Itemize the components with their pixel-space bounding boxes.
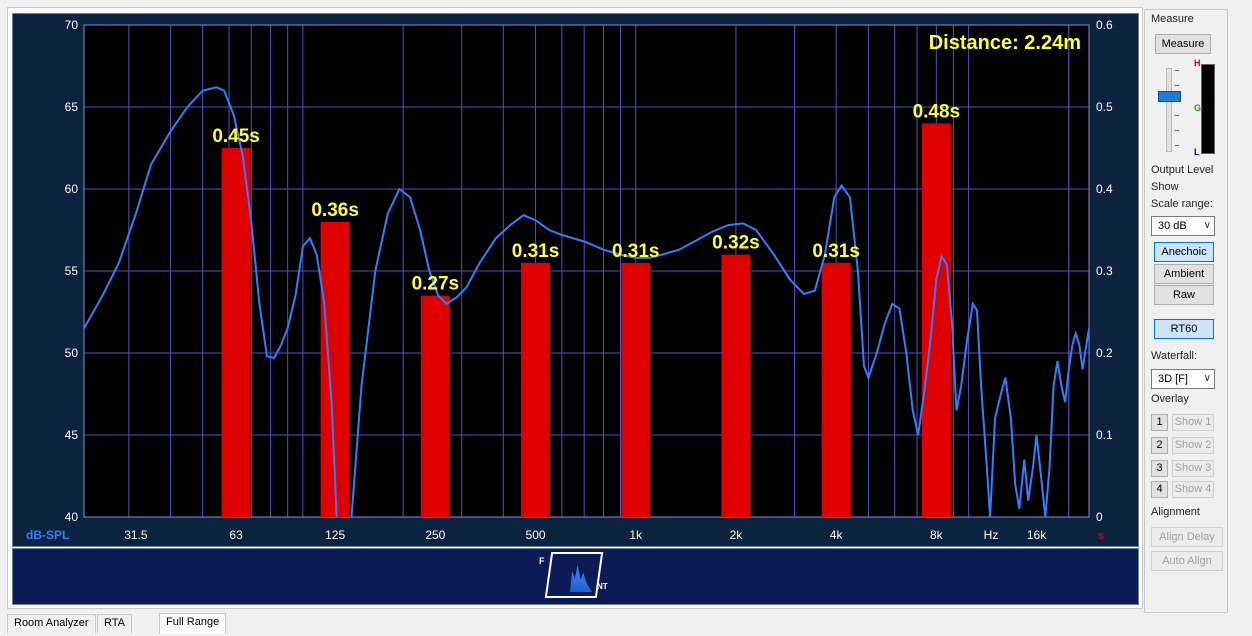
waterfall-label: Waterfall: [1151, 350, 1198, 362]
left-axis-tick-label: 70 [65, 18, 79, 32]
alignment-group-title: Alignment [1151, 506, 1200, 518]
meter-label-high: H [1194, 58, 1201, 68]
right-axis-tick-label: 0.3 [1096, 264, 1113, 278]
rt60-bar-label: 0.31s [812, 241, 860, 262]
raw-button[interactable]: Raw [1154, 285, 1214, 305]
slider-tick [1175, 115, 1179, 116]
x-axis-tick-label: 16k [1027, 528, 1047, 542]
frequency-response-plot[interactable]: 40 45 50 55 60 65 70 0 0.1 0.2 0.3 0.4 0.5 0.6 0.45s 0.… [12, 13, 1139, 547]
right-axis-tick-label: 0.4 [1096, 182, 1113, 196]
left-axis-label: dB-SPL [26, 528, 69, 542]
left-axis-tick-label: 40 [65, 510, 79, 524]
right-axis-unit-label: s [1098, 530, 1104, 542]
waterfall-corner-label: NT [597, 582, 608, 591]
rt60-bar [521, 262, 551, 517]
plot-border [83, 24, 1090, 518]
waterfall-preview-panel[interactable]: F NT [12, 548, 1139, 605]
rt60-bar-label: 0.36s [311, 200, 359, 221]
left-axis-tick-label: 60 [65, 182, 79, 196]
slider-tick [1175, 70, 1179, 71]
rt60-bar-label: 0.31s [512, 241, 560, 262]
scale-range-select[interactable]: 30 dB ∨ [1151, 216, 1215, 236]
output-level-label: Output Level [1151, 164, 1214, 176]
rt60-button[interactable]: RT60 [1154, 319, 1214, 339]
right-axis-tick-label: 0 [1096, 510, 1103, 524]
left-axis-tick-label: 45 [65, 428, 79, 442]
spl-response-curve [84, 86, 1089, 517]
overlay-group-title: Overlay [1151, 393, 1189, 405]
anechoic-button[interactable]: Anechoic [1154, 242, 1214, 262]
ambient-button[interactable]: Ambient [1154, 264, 1214, 284]
output-level-slider-track[interactable] [1166, 68, 1172, 152]
tab-room-analyzer[interactable]: Room Analyzer [7, 614, 96, 633]
measure-button[interactable]: Measure [1155, 34, 1211, 54]
rt60-bar [420, 295, 450, 517]
show-1-button[interactable]: Show 1 [1172, 414, 1214, 431]
rt60-bar-label: 0.27s [412, 274, 460, 295]
show-group-title: Show [1151, 181, 1179, 193]
right-axis-tick-label: 0.6 [1096, 18, 1113, 32]
rt60-bar-label: 0.32s [712, 233, 760, 254]
rt60-bar [821, 262, 851, 517]
meter-label-low: L [1194, 147, 1200, 157]
x-axis-tick-label: 500 [526, 528, 546, 542]
auto-align-button[interactable]: Auto Align [1151, 551, 1223, 571]
slider-tick [1175, 100, 1179, 101]
scale-range-value: 30 dB [1158, 220, 1187, 232]
output-level-slider-thumb[interactable] [1158, 91, 1181, 102]
right-axis-tick-label: 0.2 [1096, 346, 1113, 360]
left-axis-tick-label: 65 [65, 100, 79, 114]
waterfall-select[interactable]: 3D [F] ∨ [1151, 369, 1215, 389]
slider-tick [1175, 145, 1179, 146]
overlay-2-button[interactable]: 2 [1151, 437, 1168, 454]
output-level-meter [1201, 64, 1215, 154]
align-delay-button[interactable]: Align Delay [1151, 527, 1223, 547]
show-2-button[interactable]: Show 2 [1172, 437, 1214, 454]
rt60-chart[interactable]: 40 45 50 55 60 65 70 0 0.1 0.2 0.3 0.4 0.5 0.6 0.45s 0.… [13, 14, 1138, 546]
distance-annotation: Distance: 2.24m [929, 32, 1081, 54]
slider-tick [1175, 85, 1179, 86]
rt60-bar-label: 0.31s [612, 241, 660, 262]
show-3-button[interactable]: Show 3 [1172, 460, 1214, 477]
control-sidebar: Measure Measure H G L Output Level Show … [1144, 9, 1228, 613]
x-axis-tick-label: 250 [425, 528, 445, 542]
rt60-bar [721, 254, 751, 517]
x-axis-unit-label: Hz [984, 528, 999, 542]
x-axis-tick-label: 31.5 [124, 528, 148, 542]
overlay-4-button[interactable]: 4 [1151, 481, 1168, 498]
x-axis-tick-label: 2k [730, 528, 744, 542]
measure-group-title: Measure [1151, 13, 1194, 25]
x-axis-tick-label: 4k [830, 528, 844, 542]
x-axis-tick-label: 1k [629, 528, 643, 542]
rt60-bar-label: 0.48s [913, 101, 961, 122]
slider-tick [1175, 130, 1179, 131]
show-4-button[interactable]: Show 4 [1172, 481, 1214, 498]
waterfall-corner-label: F [539, 556, 545, 566]
meter-label-good: G [1194, 103, 1202, 113]
chevron-down-icon: ∨ [1203, 373, 1211, 384]
chevron-down-icon: ∨ [1203, 220, 1211, 231]
left-axis-tick-label: 50 [65, 346, 79, 360]
tab-full-range[interactable]: Full Range [159, 613, 227, 634]
scale-range-label: Scale range: [1151, 198, 1213, 210]
waterfall-value: 3D [F] [1158, 373, 1188, 385]
tab-rta[interactable]: RTA [97, 614, 132, 633]
rt60-bar [921, 123, 951, 518]
x-axis-tick-label: 63 [229, 528, 243, 542]
rt60-bar [621, 262, 651, 517]
rt60-bar [221, 148, 251, 517]
x-axis-tick-label: 125 [325, 528, 345, 542]
right-axis-tick-label: 0.5 [1096, 100, 1113, 114]
overlay-1-button[interactable]: 1 [1151, 414, 1168, 431]
right-axis-tick-label: 0.1 [1096, 428, 1113, 442]
rt60-bar-label: 0.45s [212, 126, 260, 147]
overlay-3-button[interactable]: 3 [1151, 460, 1168, 477]
left-axis-tick-label: 55 [65, 264, 79, 278]
x-axis-tick-label: 8k [930, 528, 944, 542]
